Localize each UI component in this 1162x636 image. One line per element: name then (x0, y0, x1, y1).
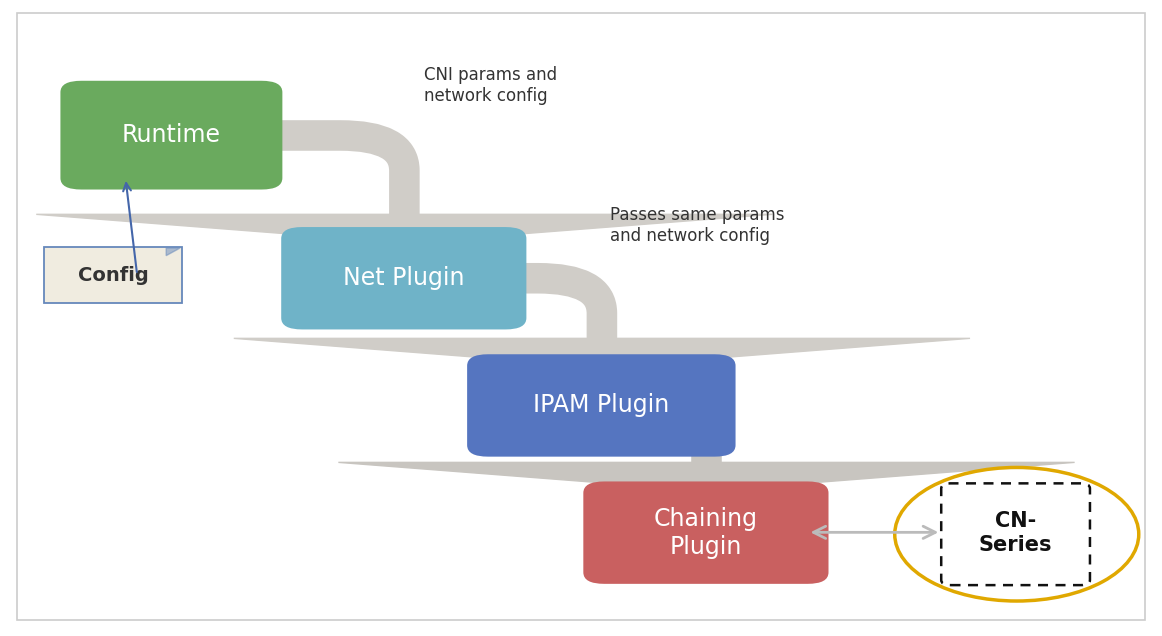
Polygon shape (166, 248, 180, 256)
FancyBboxPatch shape (467, 354, 736, 457)
FancyBboxPatch shape (583, 481, 829, 584)
Polygon shape (234, 338, 970, 367)
FancyBboxPatch shape (44, 247, 182, 303)
Text: CNI params and
network config: CNI params and network config (424, 66, 558, 106)
Text: IPAM Plugin: IPAM Plugin (533, 394, 669, 417)
Text: Chaining
Plugin: Chaining Plugin (654, 507, 758, 558)
Text: Runtime: Runtime (122, 123, 221, 147)
Polygon shape (36, 214, 773, 243)
FancyBboxPatch shape (941, 483, 1090, 585)
Text: Net Plugin: Net Plugin (343, 266, 465, 290)
Polygon shape (338, 462, 1075, 491)
FancyBboxPatch shape (281, 227, 526, 329)
Text: CN-
Series: CN- Series (978, 511, 1053, 555)
FancyBboxPatch shape (17, 13, 1145, 620)
Text: Config: Config (78, 266, 149, 284)
FancyBboxPatch shape (60, 81, 282, 190)
Text: Passes same params
and network config: Passes same params and network config (610, 206, 784, 245)
